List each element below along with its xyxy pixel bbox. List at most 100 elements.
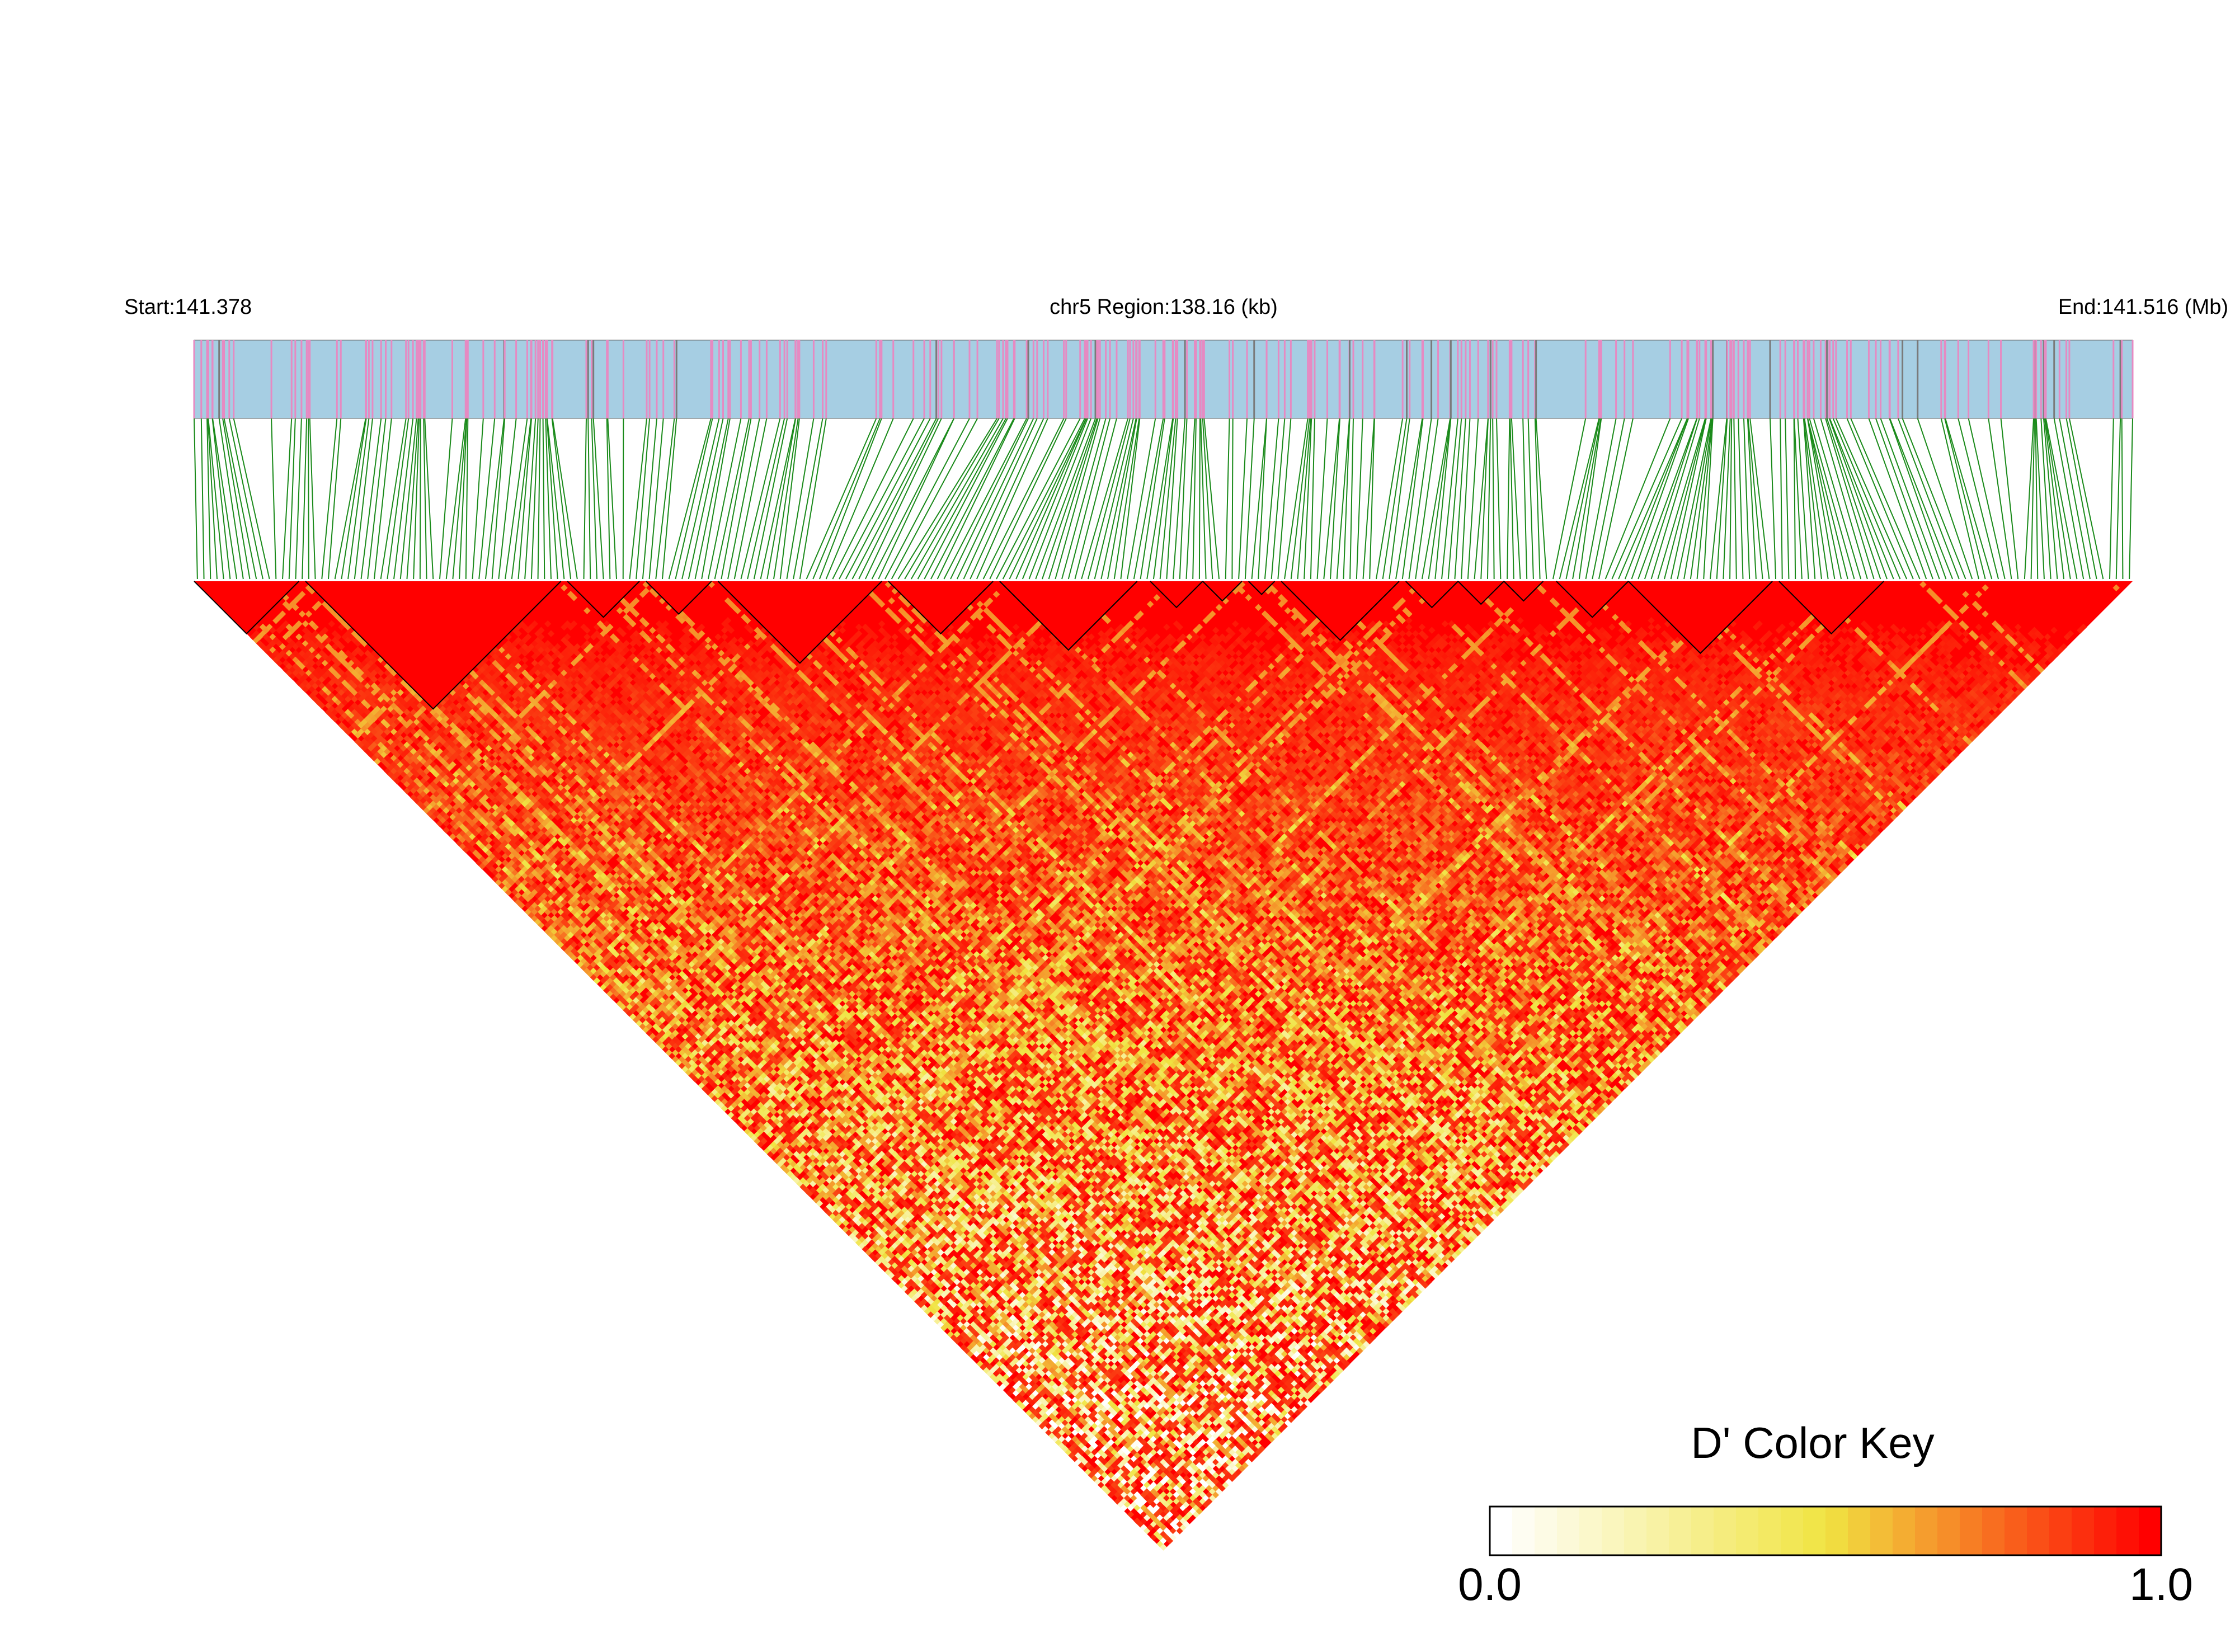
snp-connector: [832, 418, 913, 579]
snp-connector: [1049, 418, 1098, 579]
snp-connector: [669, 418, 711, 579]
snp-connector: [1836, 418, 1907, 579]
snp-connector: [1651, 418, 1700, 579]
snp-connector: [1461, 418, 1470, 579]
snp-connector: [2054, 418, 2083, 579]
snp-connector: [594, 418, 604, 579]
snp-connector: [219, 418, 243, 579]
snp-connector: [1278, 418, 1291, 579]
snp-connector: [1141, 418, 1165, 579]
snp-connector: [839, 418, 924, 579]
snp-connector: [1239, 418, 1247, 579]
snp-connector: [754, 418, 787, 579]
snp-connector: [2001, 418, 2018, 579]
snp-connector: [2067, 418, 2097, 579]
snp-connector: [2110, 418, 2114, 579]
snp-connector: [1108, 418, 1137, 579]
snp-connector: [543, 418, 545, 579]
snp-connector: [1898, 418, 1959, 579]
snp-connector: [1383, 418, 1407, 579]
snp-connector: [800, 418, 826, 579]
snp-connector: [341, 418, 366, 579]
snp-connector: [2129, 418, 2133, 579]
snp-connector: [807, 418, 877, 579]
snp-connector: [1114, 418, 1139, 579]
snp-connector: [662, 418, 676, 579]
snp-connector: [1523, 418, 1527, 579]
snp-connector: [453, 418, 466, 579]
snp-connector: [592, 418, 597, 579]
snp-connector: [1497, 418, 1500, 579]
snp-connector: [1062, 418, 1106, 579]
snp-connector: [271, 418, 276, 579]
snp-connector: [1785, 418, 1789, 579]
snp-connector: [1272, 418, 1285, 579]
snp-connector: [938, 418, 1015, 579]
snp-connector: [1481, 418, 1488, 579]
snp-connector: [1245, 418, 1254, 579]
snp-connector: [859, 418, 938, 579]
snp-connector: [878, 418, 954, 579]
snp-connector: [387, 418, 408, 579]
snp-connector: [1780, 418, 1782, 579]
snp-connector: [1455, 418, 1465, 579]
snp-connector: [1941, 418, 1979, 579]
snp-connector: [1507, 418, 1509, 579]
snp-connector: [977, 418, 1048, 579]
snp-connector: [1095, 418, 1133, 579]
snp-connector: [865, 418, 942, 579]
snp-connector: [440, 418, 452, 579]
snp-connector: [201, 418, 204, 579]
snp-connector: [1199, 418, 1200, 579]
snp-connector: [1560, 418, 1599, 579]
snp-connector: [826, 418, 893, 579]
snp-connector: [1304, 418, 1311, 579]
snp-connector: [1343, 418, 1349, 579]
snp-connector: [295, 418, 301, 579]
snp-connector: [1903, 418, 1966, 579]
snp-connector: [1376, 418, 1403, 579]
snp-connector: [1945, 418, 1985, 579]
snp-connector: [1738, 418, 1743, 579]
snp-connector: [1357, 418, 1363, 579]
snp-connector: [308, 418, 309, 579]
snp-connector: [1553, 418, 1585, 579]
snp-connector: [1265, 418, 1278, 579]
snp-connector: [1847, 418, 1913, 579]
snp-connector: [846, 418, 930, 579]
snp-connector: [820, 418, 882, 579]
snp-connector: [1945, 418, 1992, 579]
snp-connector: [1750, 418, 1769, 579]
snp-connector: [1226, 418, 1230, 579]
snp-connector: [623, 418, 624, 579]
snp-connector: [892, 418, 977, 579]
snp-connector: [512, 418, 531, 579]
snp-connector: [2122, 418, 2123, 579]
snp-connector: [1036, 418, 1095, 579]
snp-connector: [656, 418, 674, 579]
snp-position-track: [194, 340, 2133, 418]
snp-connector: [505, 418, 527, 579]
snp-connector: [1730, 418, 1731, 579]
snp-connector: [643, 418, 657, 579]
snp-connector: [1734, 418, 1736, 579]
snp-connector: [518, 418, 531, 579]
snp-connector: [1528, 418, 1533, 579]
snp-connector: [1770, 418, 1776, 579]
snp-connector: [813, 418, 880, 579]
snp-connector: [381, 418, 406, 579]
snp-connector: [348, 418, 369, 579]
snp-connector: [1829, 418, 1887, 579]
snp-connector: [584, 418, 586, 579]
snp-connector: [194, 418, 197, 579]
snp-connector: [852, 418, 936, 579]
snp-connector: [538, 418, 540, 579]
snp-connector: [492, 418, 505, 579]
snp-connector: [420, 418, 421, 579]
snp-connector: [1311, 418, 1315, 579]
snp-connector: [735, 418, 767, 579]
snp-connector: [1003, 418, 1085, 579]
snp-connector: [394, 418, 413, 579]
snp-connector: [1625, 418, 1688, 579]
